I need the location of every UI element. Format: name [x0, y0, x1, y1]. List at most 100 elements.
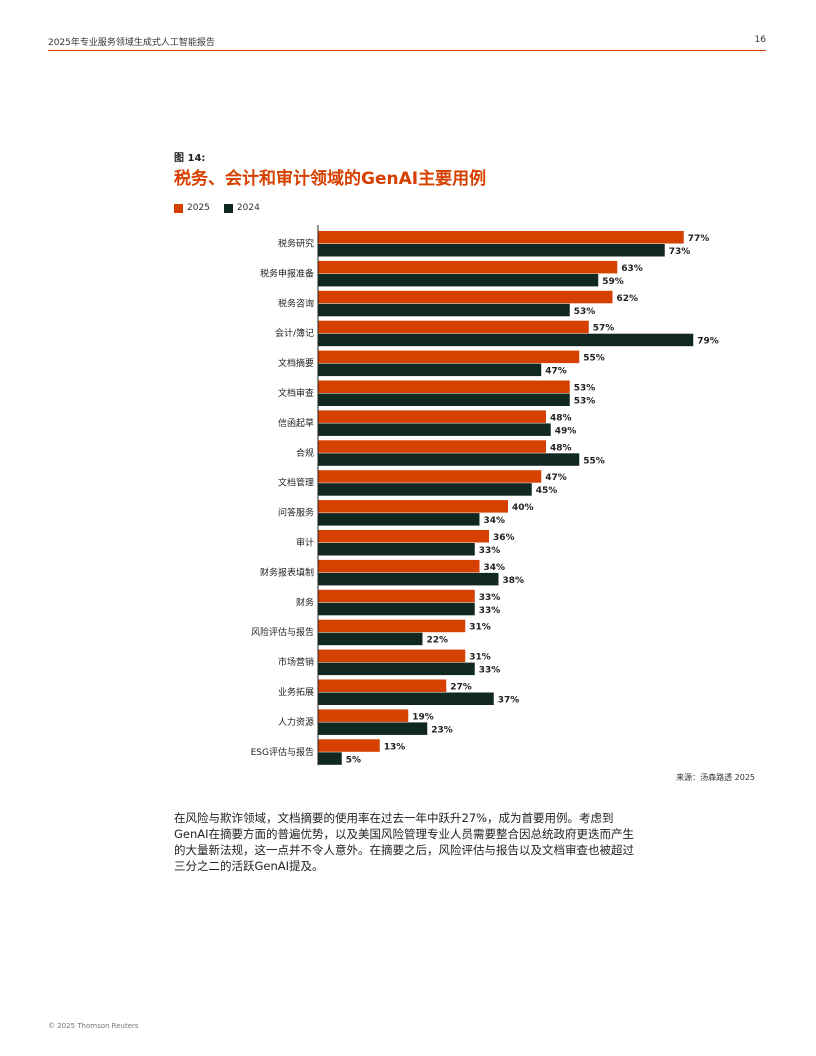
category-label: 会计/簿记: [275, 327, 314, 339]
figure-label: 图 14:: [174, 153, 206, 164]
figure-title: 税务、会计和审计领域的GenAI主要用例: [174, 169, 487, 189]
category-label: 文档摘要: [278, 357, 314, 369]
bar-2024: [318, 363, 542, 377]
bar-2025: [318, 350, 580, 364]
bar-2024: [318, 453, 580, 466]
bar-2024: [318, 273, 599, 287]
bar-2025: [318, 380, 570, 393]
report-header-title: 2025年专业服务领域生成式人工智能报告: [48, 38, 215, 48]
bar-2025: [318, 739, 380, 752]
category-label: 文档审查: [278, 387, 314, 399]
category-label: 税务研究: [278, 238, 314, 250]
category-label: 税务申报准备: [260, 267, 314, 279]
value-label-2024: 55%: [583, 456, 605, 466]
bar-2025: [318, 589, 475, 603]
category-label: 人力资源: [278, 716, 314, 728]
category-label: 文档管理: [278, 477, 314, 489]
bar-2024: [318, 483, 532, 496]
legend-swatch-2025: [174, 203, 183, 213]
copyright-footer: © 2025 Thomson Reuters: [48, 1022, 139, 1030]
bar-2024: [318, 662, 475, 676]
legend-label-2025: 2025: [187, 203, 210, 213]
bar-2025: [318, 231, 684, 244]
bar-2024: [318, 632, 423, 646]
bar-2025: [318, 440, 546, 453]
value-label-2024: 47%: [545, 367, 567, 377]
value-label-2024: 45%: [536, 486, 558, 496]
value-label-2024: 38%: [503, 576, 525, 586]
value-label-2025: 77%: [688, 234, 710, 244]
bar-2025: [318, 619, 466, 633]
value-label-2025: 62%: [617, 294, 639, 304]
value-label-2024: 33%: [479, 546, 501, 556]
category-label: 合规: [296, 447, 314, 459]
body-paragraph: 在风险与欺诈领域，文档摘要的使用率在过去一年中跃升27%，成为首要用例。考虑到G…: [174, 811, 635, 873]
value-label-2024: 33%: [479, 606, 501, 616]
value-label-2025: 19%: [412, 712, 434, 722]
legend-item-2025: 2025: [174, 203, 210, 213]
value-label-2025: 27%: [450, 683, 472, 693]
value-label-2024: 23%: [431, 725, 453, 735]
category-label: 市场营销: [278, 656, 314, 668]
category-label: 问答服务: [278, 507, 314, 519]
category-label: 风险评估与报告: [251, 626, 314, 638]
value-label-2025: 53%: [574, 384, 596, 394]
bar-2025: [318, 290, 613, 304]
bar-2025: [318, 320, 589, 334]
bar-2025: [318, 649, 466, 663]
category-label: 业务拓展: [278, 686, 314, 698]
bar-2024: [318, 692, 494, 705]
category-label: 税务咨询: [278, 297, 314, 309]
bar-2024: [318, 513, 480, 526]
page-number: 16: [754, 35, 766, 45]
category-label: 财务: [296, 596, 314, 608]
value-label-2025: 34%: [484, 563, 506, 573]
value-label-2025: 48%: [550, 413, 572, 423]
bar-2025: [318, 410, 546, 423]
bar-2025: [318, 559, 480, 573]
value-label-2025: 48%: [550, 443, 572, 453]
chart-legend: 2025 2024: [174, 203, 274, 213]
source-note: 来源：汤森路透 2025: [676, 773, 755, 782]
value-label-2025: 63%: [621, 264, 643, 274]
bar-2025: [318, 530, 489, 543]
value-label-2024: 59%: [602, 277, 624, 287]
value-label-2025: 57%: [593, 324, 615, 334]
category-label: 信函起草: [278, 417, 314, 429]
legend-swatch-2024: [223, 203, 233, 213]
bar-2024: [318, 333, 694, 347]
value-label-2025: 31%: [469, 623, 491, 633]
value-label-2025: 33%: [479, 593, 501, 603]
bar-2025: [318, 500, 508, 513]
value-label-2024: 37%: [498, 696, 520, 706]
value-label-2024: 22%: [427, 636, 449, 646]
bar-2025: [318, 709, 409, 722]
bar-2024: [318, 393, 570, 406]
bar-2024: [318, 572, 499, 586]
value-label-2024: 5%: [346, 755, 361, 765]
value-label-2024: 34%: [484, 516, 506, 526]
value-label-2025: 47%: [545, 473, 567, 483]
category-label: 审计: [296, 537, 314, 549]
value-label-2025: 31%: [469, 653, 491, 663]
bar-2024: [318, 303, 570, 317]
bar-2024: [318, 752, 342, 765]
bar-2024: [318, 423, 551, 436]
bar-2024: [318, 244, 665, 257]
category-label: 财务报表填制: [260, 566, 314, 578]
value-label-2025: 36%: [493, 533, 515, 543]
legend-item-2024: 2024: [223, 203, 260, 213]
bar-2025: [318, 470, 542, 483]
value-label-2024: 53%: [574, 307, 596, 317]
value-label-2024: 53%: [574, 397, 596, 407]
bar-2024: [318, 722, 428, 735]
header-divider: [48, 50, 766, 51]
bar-2024: [318, 543, 475, 556]
category-label: ESG评估与报告: [251, 746, 314, 758]
bar-2024: [318, 602, 475, 616]
value-label-2025: 13%: [384, 742, 406, 752]
value-label-2024: 33%: [479, 666, 501, 676]
value-label-2025: 40%: [512, 503, 534, 513]
value-label-2025: 55%: [583, 354, 605, 364]
